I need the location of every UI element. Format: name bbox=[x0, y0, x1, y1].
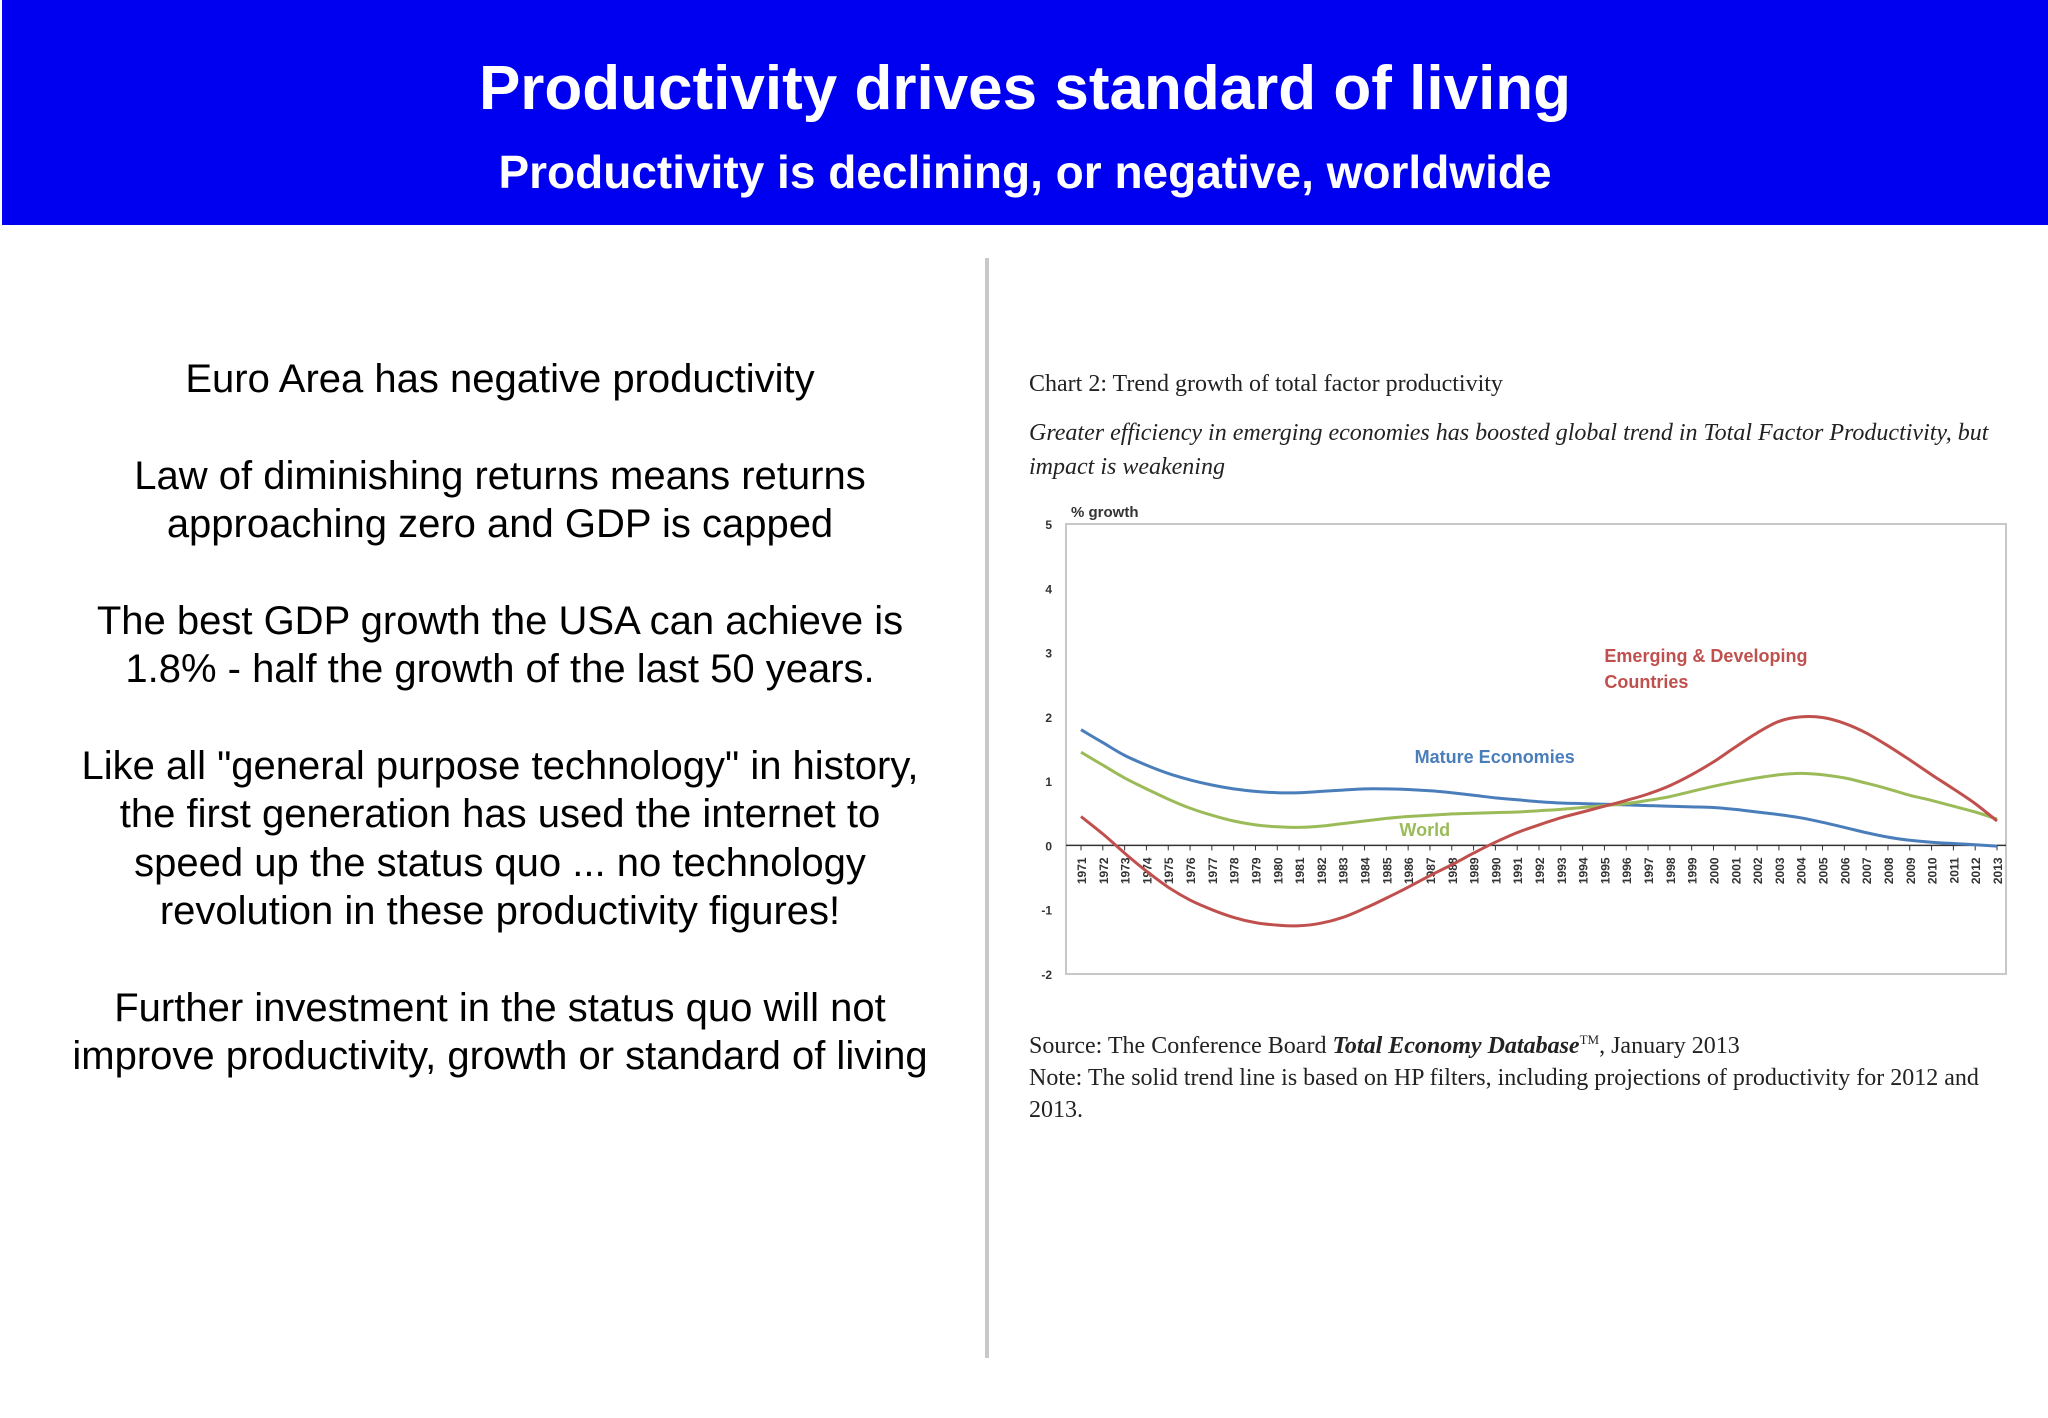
source-suffix: , January 2013 bbox=[1599, 1033, 1740, 1059]
x-tick-label: 1992 bbox=[1533, 857, 1547, 884]
x-tick-label: 1977 bbox=[1206, 857, 1220, 884]
x-tick-label: 1991 bbox=[1511, 857, 1525, 884]
page-title: Productivity drives standard of living bbox=[478, 54, 1572, 123]
source-trademark: TM bbox=[1579, 1032, 1600, 1047]
y-tick-label: -1 bbox=[1041, 904, 1052, 918]
series-annotation-label: Emerging & Developing bbox=[1604, 646, 1807, 666]
x-tick-label: 2005 bbox=[1817, 857, 1831, 884]
x-tick-label: 1985 bbox=[1380, 857, 1394, 884]
x-tick-label: 1979 bbox=[1249, 857, 1263, 884]
series-line-emerging-developing bbox=[1080, 714, 1998, 928]
x-tick-label: 2000 bbox=[1707, 857, 1721, 884]
x-tick-label: 1996 bbox=[1620, 857, 1634, 884]
x-tick-label: 1986 bbox=[1402, 857, 1416, 884]
vertical-divider bbox=[985, 258, 989, 1358]
x-tick-label: 1983 bbox=[1337, 857, 1351, 884]
paragraph-general-purpose-technology: Like all "general purpose technology" in… bbox=[81, 743, 919, 934]
y-tick-label: 4 bbox=[1045, 582, 1052, 596]
x-tick-label: 2010 bbox=[1926, 857, 1940, 884]
x-tick-label: 2009 bbox=[1904, 857, 1918, 884]
y-axis-label: % growth bbox=[1071, 504, 1139, 521]
x-tick-label: 2012 bbox=[1969, 857, 1983, 884]
x-tick-label: 1971 bbox=[1075, 857, 1089, 884]
x-tick-label: 2002 bbox=[1751, 857, 1765, 884]
y-tick-label: 5 bbox=[1045, 518, 1052, 532]
x-tick-label: 2013 bbox=[1991, 857, 2005, 884]
chart-title: Chart 2: Trend growth of total factor pr… bbox=[1029, 371, 1503, 397]
x-tick-label: 1998 bbox=[1664, 857, 1678, 884]
y-tick-label: 1 bbox=[1045, 775, 1052, 789]
x-tick-label: 1972 bbox=[1097, 857, 1111, 884]
y-tick-label: 3 bbox=[1045, 647, 1052, 661]
left-text-panel: Euro Area has negative productivity Law … bbox=[60, 355, 940, 1129]
series-annotation-label: Mature Economies bbox=[1415, 747, 1575, 767]
x-tick-label: 2004 bbox=[1795, 857, 1809, 884]
x-tick-label: 1997 bbox=[1642, 857, 1656, 884]
x-tick-label: 1984 bbox=[1359, 857, 1373, 884]
paragraph-further-investment: Further investment in the status quo wil… bbox=[72, 985, 928, 1079]
series-line-mature-economies bbox=[1080, 728, 1998, 848]
source-note: Note: The solid trend line is based on H… bbox=[1029, 1065, 1979, 1123]
plot-frame bbox=[1065, 523, 2007, 975]
series-annotation-label: World bbox=[1399, 820, 1450, 840]
header-banner: Productivity drives standard of living P… bbox=[2, 0, 2048, 225]
x-tick-label: 2003 bbox=[1773, 857, 1787, 884]
y-tick-label: 0 bbox=[1045, 839, 1052, 853]
x-tick-label: 2001 bbox=[1729, 857, 1743, 884]
x-tick-label: 1993 bbox=[1555, 857, 1569, 884]
chart-source: Source: The Conference Board Total Econo… bbox=[1029, 1024, 2029, 1126]
page-subtitle: Productivity is declining, or negative, … bbox=[498, 146, 1552, 198]
x-tick-label: 1980 bbox=[1271, 857, 1285, 884]
source-database: Total Economy Database bbox=[1332, 1033, 1580, 1059]
x-tick-label: 2008 bbox=[1882, 857, 1896, 884]
y-tick-label: -2 bbox=[1041, 968, 1052, 982]
x-tick-label: 2006 bbox=[1838, 857, 1852, 884]
series-annotation-label: Countries bbox=[1604, 672, 1688, 692]
source-prefix: Source: The Conference Board bbox=[1029, 1033, 1333, 1059]
x-tick-label: 1973 bbox=[1119, 857, 1133, 884]
x-tick-label: 2011 bbox=[1947, 857, 1961, 883]
x-tick-label: 2007 bbox=[1860, 857, 1874, 884]
x-tick-label: 1982 bbox=[1315, 857, 1329, 884]
x-tick-label: 1999 bbox=[1686, 857, 1700, 884]
x-tick-label: 1978 bbox=[1228, 857, 1242, 884]
x-tick-label: 1987 bbox=[1424, 857, 1438, 884]
chart-subtitle: Greater efficiency in emerging economies… bbox=[1029, 420, 1989, 480]
x-tick-label: 1995 bbox=[1598, 857, 1612, 884]
series-line-world bbox=[1080, 750, 1998, 829]
paragraph-usa-gdp: The best GDP growth the USA can achieve … bbox=[96, 598, 904, 692]
y-tick-label: 2 bbox=[1045, 711, 1052, 725]
x-tick-label: 1994 bbox=[1577, 857, 1591, 884]
x-tick-label: 1981 bbox=[1293, 857, 1307, 884]
paragraph-euro-area: Euro Area has negative productivity bbox=[185, 357, 815, 401]
x-tick-label: 1989 bbox=[1468, 857, 1482, 884]
x-tick-label: 1976 bbox=[1184, 857, 1198, 884]
paragraph-diminishing-returns: Law of diminishing returns means returns… bbox=[134, 453, 866, 547]
x-tick-label: 1975 bbox=[1162, 857, 1176, 884]
x-tick-label: 1990 bbox=[1489, 857, 1503, 884]
